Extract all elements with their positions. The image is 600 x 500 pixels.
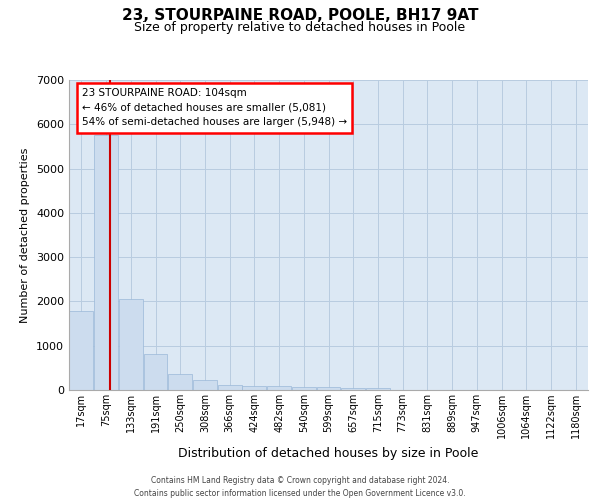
- Bar: [143, 354, 167, 390]
- Bar: [168, 374, 192, 390]
- Bar: [341, 388, 365, 390]
- Bar: [119, 299, 143, 390]
- Text: 23, STOURPAINE ROAD, POOLE, BH17 9AT: 23, STOURPAINE ROAD, POOLE, BH17 9AT: [122, 8, 478, 22]
- Text: 23 STOURPAINE ROAD: 104sqm
← 46% of detached houses are smaller (5,081)
54% of s: 23 STOURPAINE ROAD: 104sqm ← 46% of deta…: [82, 88, 347, 128]
- Text: Contains HM Land Registry data © Crown copyright and database right 2024.
Contai: Contains HM Land Registry data © Crown c…: [134, 476, 466, 498]
- Y-axis label: Number of detached properties: Number of detached properties: [20, 148, 31, 322]
- Bar: [94, 136, 118, 390]
- Bar: [242, 386, 266, 390]
- X-axis label: Distribution of detached houses by size in Poole: Distribution of detached houses by size …: [178, 446, 479, 460]
- Text: Size of property relative to detached houses in Poole: Size of property relative to detached ho…: [134, 21, 466, 34]
- Bar: [366, 388, 390, 390]
- Bar: [70, 311, 94, 390]
- Bar: [292, 387, 316, 390]
- Bar: [317, 387, 340, 390]
- Bar: [267, 386, 291, 390]
- Bar: [193, 380, 217, 390]
- Bar: [218, 385, 242, 390]
